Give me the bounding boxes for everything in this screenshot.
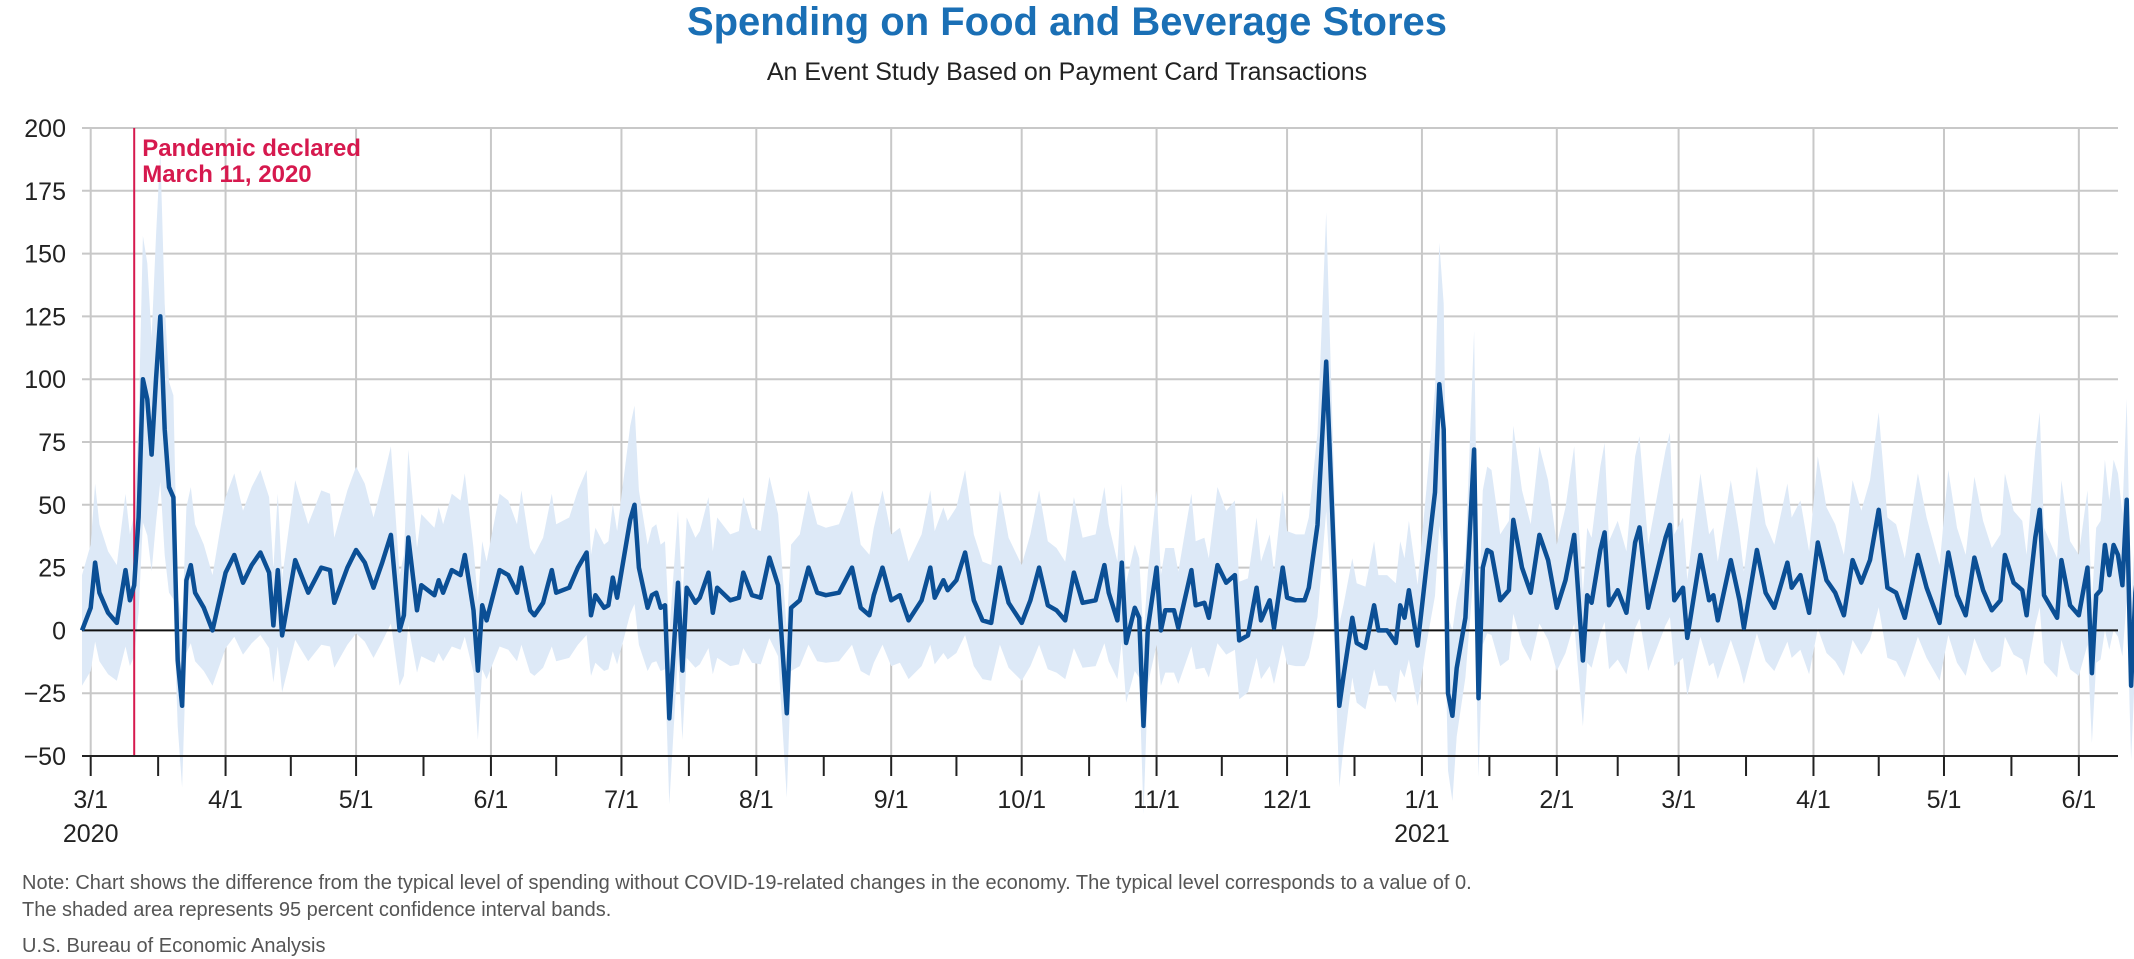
x-tick-label: 4/1: [208, 786, 243, 814]
y-tick-label: 25: [38, 555, 66, 583]
y-tick-label: 50: [38, 492, 66, 520]
y-tick-label: 175: [24, 178, 66, 206]
x-tick-label: 1/1: [1405, 786, 1440, 814]
x-tick-label: 3/1: [73, 786, 108, 814]
y-tick-label: −25: [24, 680, 66, 708]
y-tick-label: −50: [24, 743, 66, 771]
y-tick-label: 100: [24, 366, 66, 394]
x-tick-label: 3/1: [1661, 786, 1696, 814]
spending-line: [79, 314, 2134, 729]
note-line-1: Note: Chart shows the difference from th…: [22, 872, 1472, 894]
x-year-label: 2020: [63, 820, 119, 848]
x-tick-label: 7/1: [604, 786, 639, 814]
x-tick-label: 8/1: [739, 786, 774, 814]
note-line-2: The shaded area represents 95 percent co…: [22, 899, 612, 921]
x-tick-label: 2/1: [1539, 786, 1574, 814]
chart-title: Spending on Food and Beverage Stores: [686, 0, 1448, 44]
x-tick-label: 10/1: [997, 786, 1046, 814]
x-tick-label: 11/1: [1133, 786, 1180, 814]
confidence-band: [82, 151, 2134, 815]
x-tick-label: 6/1: [2061, 786, 2096, 814]
x-tick-label: 9/1: [874, 786, 909, 814]
chart-note: Note: Chart shows the difference from th…: [22, 870, 1472, 924]
x-tick-label: 5/1: [339, 786, 374, 814]
y-tick-label: 75: [38, 429, 66, 457]
x-tick-label: 12/1: [1263, 786, 1312, 814]
chart-subtitle: An Event Study Based on Payment Card Tra…: [766, 58, 1368, 86]
y-tick-label: 150: [24, 241, 66, 269]
source-credit: U.S. Bureau of Economic Analysis: [22, 935, 326, 957]
y-tick-label: 0: [52, 617, 66, 645]
annotation-line-1: Pandemic declared: [142, 135, 361, 162]
x-tick-label: 4/1: [1796, 786, 1831, 814]
x-year-label: 2021: [1394, 820, 1450, 848]
y-tick-label: 125: [24, 303, 66, 331]
annotation-line-2: March 11, 2020: [142, 161, 311, 188]
x-tick-label: 6/1: [474, 786, 509, 814]
x-tick-label: 5/1: [1927, 786, 1962, 814]
y-tick-label: 200: [24, 115, 66, 143]
